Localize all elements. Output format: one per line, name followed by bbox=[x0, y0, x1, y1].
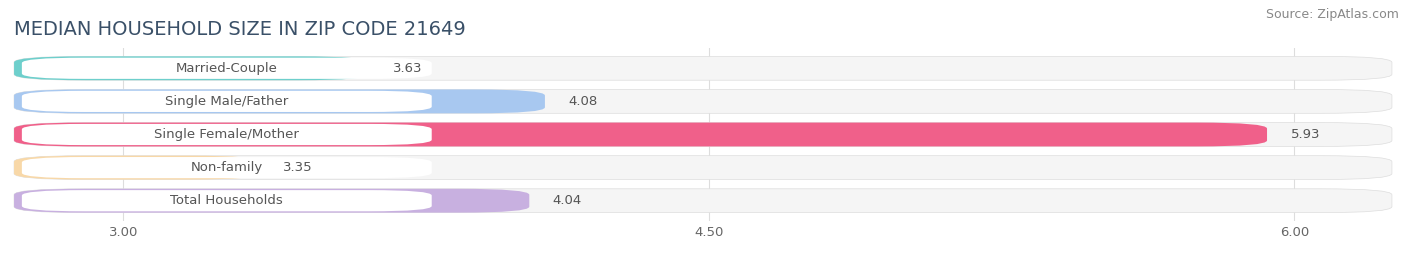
Text: Total Households: Total Households bbox=[170, 194, 283, 207]
Text: 4.04: 4.04 bbox=[553, 194, 582, 207]
Text: Source: ZipAtlas.com: Source: ZipAtlas.com bbox=[1265, 8, 1399, 21]
FancyBboxPatch shape bbox=[14, 123, 1392, 146]
FancyBboxPatch shape bbox=[22, 157, 432, 178]
FancyBboxPatch shape bbox=[22, 91, 432, 112]
FancyBboxPatch shape bbox=[14, 189, 529, 213]
FancyBboxPatch shape bbox=[14, 189, 1392, 213]
Text: 3.35: 3.35 bbox=[284, 161, 314, 174]
Text: MEDIAN HOUSEHOLD SIZE IN ZIP CODE 21649: MEDIAN HOUSEHOLD SIZE IN ZIP CODE 21649 bbox=[14, 20, 465, 38]
Text: Single Female/Mother: Single Female/Mother bbox=[155, 128, 299, 141]
Text: Married-Couple: Married-Couple bbox=[176, 62, 278, 75]
FancyBboxPatch shape bbox=[14, 90, 546, 113]
Text: 4.08: 4.08 bbox=[568, 95, 598, 108]
FancyBboxPatch shape bbox=[22, 190, 432, 211]
Text: Non-family: Non-family bbox=[191, 161, 263, 174]
FancyBboxPatch shape bbox=[22, 58, 432, 79]
Text: Single Male/Father: Single Male/Father bbox=[165, 95, 288, 108]
FancyBboxPatch shape bbox=[14, 156, 1392, 179]
Text: 3.63: 3.63 bbox=[392, 62, 422, 75]
FancyBboxPatch shape bbox=[14, 56, 1392, 80]
FancyBboxPatch shape bbox=[14, 156, 260, 179]
FancyBboxPatch shape bbox=[14, 56, 370, 80]
Text: 5.93: 5.93 bbox=[1291, 128, 1320, 141]
FancyBboxPatch shape bbox=[14, 123, 1267, 146]
FancyBboxPatch shape bbox=[22, 124, 432, 145]
FancyBboxPatch shape bbox=[14, 90, 1392, 113]
